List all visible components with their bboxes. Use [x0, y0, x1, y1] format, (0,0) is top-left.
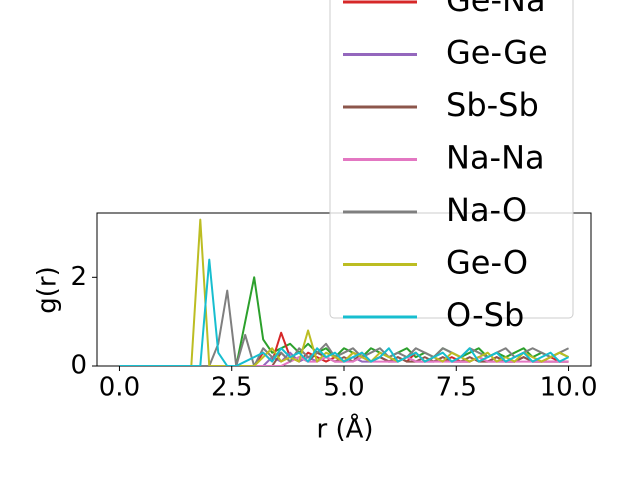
x-axis-label: r (Å)	[316, 413, 373, 445]
x-tick-label: 0.0	[99, 373, 140, 403]
legend-label: Ge-O	[446, 244, 528, 282]
legend-label: Na-Na	[446, 139, 545, 177]
x-tick-label: 10.0	[540, 373, 598, 403]
legend-label: Ge-Na	[446, 0, 546, 19]
legend-label: Na-O	[446, 191, 527, 229]
y-axis-label: g(r)	[33, 266, 63, 313]
x-tick-label: 2.5	[211, 373, 252, 403]
y-tick-label: 2	[70, 262, 87, 292]
plot-area	[119, 218, 569, 366]
y-tick-label: 0	[70, 351, 87, 381]
legend-box	[329, 0, 574, 319]
legend: Ge-Na Ge-Ge Sb-Sb Na-Na Na-O Ge-O O-Sb	[329, 0, 574, 334]
series-line	[119, 258, 569, 366]
legend-label: Ge-Ge	[446, 34, 548, 72]
legend-label: O-Sb	[446, 296, 524, 334]
legend-label: Sb-Sb	[446, 86, 539, 124]
x-tick-label: 5.0	[323, 373, 364, 403]
x-tick-label: 7.5	[436, 373, 477, 403]
